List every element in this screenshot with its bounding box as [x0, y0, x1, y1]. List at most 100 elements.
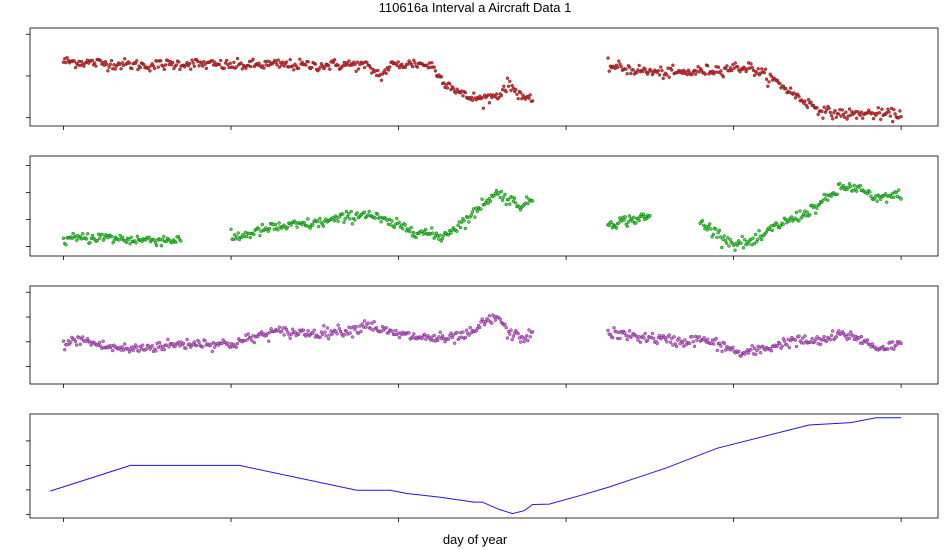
data-point-co2	[839, 114, 843, 118]
data-point-apo	[410, 335, 415, 339]
data-point-apo	[322, 324, 326, 328]
data-point-o2n2	[720, 245, 724, 250]
data-point-co2	[244, 66, 248, 70]
data-point-o2n2	[848, 184, 853, 188]
data-point-apo	[463, 335, 468, 340]
data-point-co2	[234, 65, 238, 69]
data-point-co2	[637, 63, 641, 68]
data-point-co2	[767, 80, 771, 84]
panel-paltf	[26, 413, 939, 522]
data-point-co2	[298, 57, 302, 61]
data-point-o2n2	[781, 222, 785, 227]
data-point-apo	[493, 318, 498, 322]
data-point-co2	[90, 58, 94, 63]
data-point-co2	[631, 68, 635, 72]
data-point-co2	[643, 67, 647, 71]
data-point-co2	[877, 111, 882, 115]
data-point-apo	[677, 336, 681, 340]
data-point-co2	[671, 63, 675, 67]
data-point-o2n2	[437, 237, 441, 241]
data-point-apo	[358, 324, 362, 328]
data-point-o2n2	[129, 235, 133, 240]
data-point-co2	[159, 59, 163, 63]
data-point-apo	[277, 325, 282, 329]
data-point-co2	[130, 66, 134, 71]
data-point-co2	[162, 67, 166, 72]
data-point-apo	[324, 334, 328, 338]
data-point-co2	[445, 86, 450, 90]
data-point-o2n2	[504, 202, 508, 207]
data-point-o2n2	[362, 210, 367, 214]
data-point-co2	[451, 86, 456, 91]
data-point-co2	[153, 66, 157, 71]
data-point-co2	[607, 69, 611, 73]
data-point-apo	[846, 332, 850, 337]
data-point-apo	[350, 335, 355, 339]
data-point-apo	[325, 326, 330, 330]
data-point-o2n2	[808, 213, 812, 217]
data-point-o2n2	[740, 234, 744, 239]
data-point-co2	[494, 92, 499, 96]
data-point-apo	[364, 325, 368, 329]
data-point-co2	[731, 63, 735, 67]
data-point-apo	[528, 335, 532, 339]
data-point-co2	[861, 116, 865, 120]
data-point-o2n2	[724, 241, 729, 245]
data-point-apo	[837, 329, 841, 333]
data-point-apo	[618, 336, 622, 341]
data-point-apo	[75, 343, 79, 347]
data-point-apo	[505, 336, 510, 340]
data-point-co2	[661, 76, 665, 81]
data-point-apo	[356, 331, 361, 335]
data-point-co2	[142, 63, 146, 67]
data-point-apo	[719, 344, 723, 348]
data-point-o2n2	[455, 229, 459, 233]
data-point-co2	[177, 60, 181, 64]
data-point-o2n2	[797, 219, 801, 223]
data-point-apo	[847, 336, 852, 340]
data-point-co2	[410, 65, 415, 69]
data-point-o2n2	[438, 233, 442, 238]
data-point-o2n2	[518, 208, 523, 212]
data-point-o2n2	[821, 198, 825, 203]
data-point-apo	[201, 345, 205, 349]
data-point-co2	[72, 59, 76, 63]
data-point-o2n2	[273, 222, 278, 227]
data-point-apo	[638, 340, 643, 344]
data-point-co2	[670, 68, 674, 72]
data-point-o2n2	[805, 210, 809, 214]
data-point-o2n2	[348, 217, 352, 221]
data-point-co2	[383, 68, 387, 72]
data-point-co2	[384, 71, 388, 76]
data-point-o2n2	[152, 238, 156, 242]
data-point-apo	[371, 328, 375, 332]
data-point-o2n2	[390, 219, 394, 223]
data-point-co2	[362, 65, 367, 70]
data-point-apo	[452, 341, 457, 345]
data-point-co2	[107, 65, 111, 69]
data-point-apo	[394, 328, 398, 333]
data-point-o2n2	[892, 195, 896, 199]
data-point-apo	[718, 341, 722, 345]
data-point-o2n2	[373, 216, 377, 220]
data-point-o2n2	[627, 214, 632, 218]
data-point-apo	[769, 349, 774, 353]
data-point-o2n2	[379, 220, 383, 224]
data-point-o2n2	[815, 206, 819, 210]
data-point-co2	[336, 63, 340, 68]
data-point-co2	[625, 72, 629, 76]
data-point-co2	[506, 84, 511, 88]
data-point-apo	[865, 338, 870, 342]
data-point-apo	[305, 332, 309, 336]
data-point-co2	[617, 59, 621, 63]
data-point-o2n2	[414, 235, 418, 240]
data-point-o2n2	[257, 227, 261, 231]
data-point-o2n2	[854, 189, 859, 193]
data-point-co2	[469, 95, 474, 99]
data-point-co2	[356, 67, 361, 71]
data-point-apo	[636, 338, 640, 342]
data-point-apo	[88, 339, 92, 344]
data-point-o2n2	[717, 228, 722, 233]
data-point-o2n2	[626, 220, 631, 224]
data-point-co2	[197, 64, 201, 68]
